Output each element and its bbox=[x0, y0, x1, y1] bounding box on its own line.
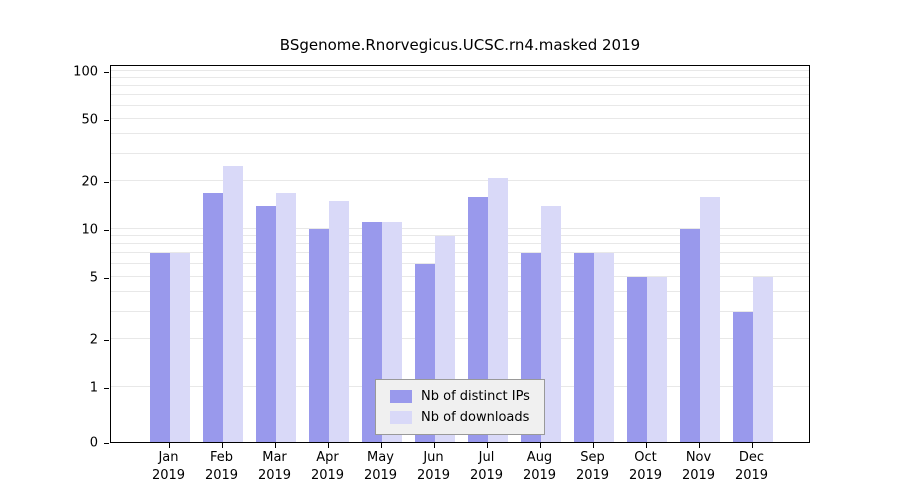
gridline bbox=[111, 275, 809, 277]
y-tick-label: 50 bbox=[81, 112, 98, 128]
x-tick-mark bbox=[168, 443, 170, 448]
gridline bbox=[111, 263, 809, 265]
gridline bbox=[111, 94, 809, 96]
y-tick-mark bbox=[104, 72, 109, 73]
y-tick-label: 0 bbox=[89, 435, 98, 451]
gridline bbox=[111, 310, 809, 312]
gridline bbox=[111, 152, 809, 154]
plot-area: Nb of distinct IPs Nb of downloads bbox=[110, 65, 810, 443]
legend: Nb of distinct IPs Nb of downloads bbox=[375, 379, 545, 435]
bar-distinct-ips bbox=[732, 311, 753, 442]
bar-downloads bbox=[222, 166, 243, 442]
x-tick-label: Feb 2019 bbox=[204, 450, 239, 484]
x-tick-mark bbox=[327, 443, 329, 448]
x-tick-mark bbox=[592, 443, 594, 448]
x-tick-mark bbox=[274, 443, 276, 448]
x-tick-mark bbox=[221, 443, 223, 448]
x-tick-label: Nov 2019 bbox=[681, 450, 716, 484]
x-tick-mark bbox=[380, 443, 382, 448]
x-tick-label: Jan 2019 bbox=[151, 450, 186, 484]
y-tick-mark bbox=[104, 443, 109, 444]
y-tick-mark bbox=[104, 388, 109, 389]
legend-swatch-distinct-ips bbox=[390, 390, 412, 403]
x-tick-label: Dec 2019 bbox=[734, 450, 769, 484]
legend-item-distinct-ips: Nb of distinct IPs bbox=[390, 389, 530, 404]
legend-item-downloads: Nb of downloads bbox=[390, 410, 530, 425]
bar-downloads bbox=[593, 253, 614, 442]
x-tick-mark bbox=[539, 443, 541, 448]
y-tick-mark bbox=[104, 340, 109, 342]
gridline bbox=[111, 338, 809, 340]
gridline bbox=[111, 180, 809, 182]
gridline bbox=[111, 117, 809, 119]
bar-distinct-ips bbox=[679, 229, 700, 442]
gridline bbox=[111, 243, 809, 245]
bar-distinct-ips bbox=[149, 253, 170, 442]
gridline bbox=[111, 290, 809, 292]
gridline bbox=[111, 252, 809, 254]
bar-distinct-ips bbox=[255, 205, 276, 442]
x-tick-mark bbox=[486, 443, 488, 448]
x-tick-label: Apr 2019 bbox=[310, 450, 345, 484]
bar-distinct-ips bbox=[308, 229, 329, 442]
gridline bbox=[111, 70, 809, 71]
gridline bbox=[111, 105, 809, 107]
gridline bbox=[111, 132, 809, 134]
bar-downloads bbox=[540, 205, 561, 442]
x-tick-mark bbox=[698, 443, 700, 448]
bar-downloads bbox=[699, 196, 720, 442]
legend-swatch-downloads bbox=[390, 411, 412, 424]
y-tick-label: 10 bbox=[81, 222, 98, 238]
y-tick-mark bbox=[104, 277, 109, 279]
bar-distinct-ips bbox=[202, 192, 223, 442]
legend-label-distinct-ips: Nb of distinct IPs bbox=[421, 389, 530, 404]
x-tick-mark bbox=[645, 443, 647, 448]
y-tick-label: 2 bbox=[89, 332, 98, 348]
chart-title: BSgenome.Rnorvegicus.UCSC.rn4.masked 201… bbox=[279, 36, 641, 54]
bar-downloads bbox=[169, 253, 190, 442]
y-tick-label: 20 bbox=[81, 174, 98, 190]
x-tick-label: Jun 2019 bbox=[416, 450, 451, 484]
y-tick-mark bbox=[104, 230, 109, 231]
y-tick-label: 1 bbox=[89, 380, 98, 396]
bar-downloads bbox=[275, 192, 296, 442]
bar-downloads bbox=[752, 276, 773, 442]
bar-distinct-ips bbox=[573, 253, 594, 442]
legend-label-downloads: Nb of downloads bbox=[421, 410, 530, 425]
x-tick-label: Mar 2019 bbox=[257, 450, 292, 484]
x-tick-label: May 2019 bbox=[363, 450, 398, 484]
bar-downloads bbox=[487, 178, 508, 442]
bar-distinct-ips bbox=[626, 276, 647, 442]
x-tick-label: Jul 2019 bbox=[469, 450, 504, 484]
x-tick-label: Sep 2019 bbox=[575, 450, 610, 484]
gridline bbox=[111, 235, 809, 237]
y-tick-mark bbox=[104, 119, 109, 121]
y-tick-label: 100 bbox=[73, 64, 98, 80]
gridline bbox=[111, 228, 809, 229]
gridline bbox=[111, 77, 809, 79]
x-tick-label: Aug 2019 bbox=[522, 450, 557, 484]
x-tick-mark bbox=[751, 443, 753, 448]
bar-downloads bbox=[646, 276, 667, 442]
x-tick-mark bbox=[433, 443, 435, 448]
bar-downloads bbox=[328, 201, 349, 442]
x-tick-label: Oct 2019 bbox=[628, 450, 663, 484]
y-tick-mark bbox=[104, 182, 109, 184]
gridline bbox=[111, 85, 809, 87]
y-tick-label: 5 bbox=[89, 270, 98, 286]
